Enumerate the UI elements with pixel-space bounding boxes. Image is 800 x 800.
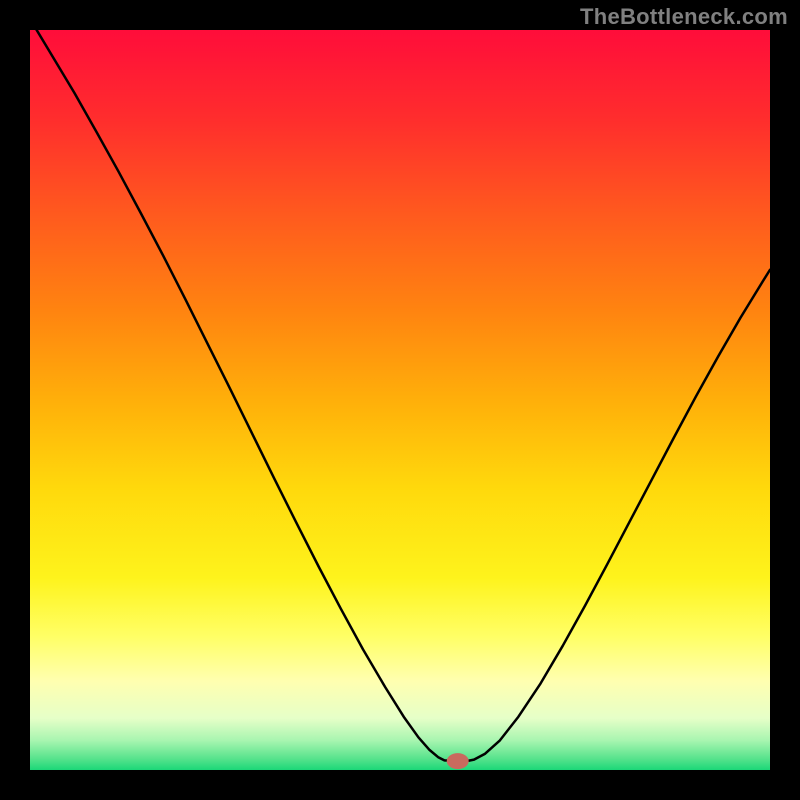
watermark-text: TheBottleneck.com — [580, 4, 788, 30]
plot-area — [30, 30, 770, 770]
chart-svg — [30, 30, 770, 770]
gradient-background — [30, 30, 770, 770]
chart-container: TheBottleneck.com — [0, 0, 800, 800]
optimal-point-marker — [447, 753, 469, 769]
